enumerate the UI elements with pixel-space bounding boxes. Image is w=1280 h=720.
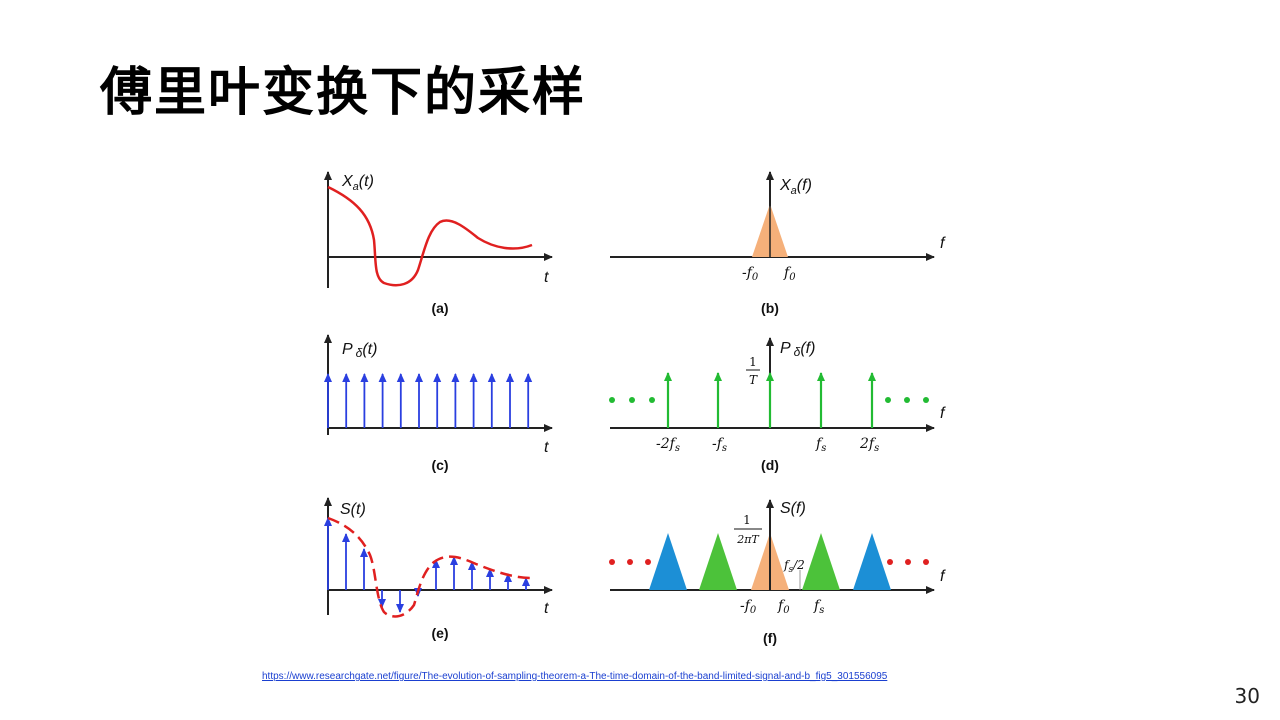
panel-e: S(t) t (e) bbox=[324, 497, 553, 641]
ellipsis-dot bbox=[885, 397, 891, 403]
panel-b-tick-neg-f0: -f0 bbox=[742, 265, 759, 283]
panel-d-caption: (d) bbox=[761, 457, 779, 473]
panel-f-tick-f0: f0 bbox=[777, 598, 790, 616]
ellipsis-dot bbox=[905, 559, 911, 565]
panel-a: Xa(t) t (a) bbox=[324, 171, 553, 316]
panel-b-caption: (b) bbox=[761, 300, 779, 316]
panel-a-ylabel: Xa(t) bbox=[341, 173, 374, 193]
panel-b: Xa(f) f -f0 f0 (b) bbox=[610, 171, 946, 316]
slide-title: 傅里叶变换下的采样 bbox=[100, 62, 587, 123]
panel-a-xlabel: t bbox=[544, 269, 549, 286]
panel-f: S(f) 1 2πT fs/2 f -f0 f0 fs (f) bbox=[609, 499, 946, 646]
panel-d-frac-num: 1 bbox=[749, 355, 757, 369]
sampled-impulses bbox=[324, 517, 530, 613]
ellipsis-dot bbox=[649, 397, 655, 403]
spectrum-replica bbox=[802, 533, 840, 590]
panel-d-tick-label: fs bbox=[815, 436, 826, 454]
panel-d-xlabel: f bbox=[940, 405, 946, 422]
time-impulse-train bbox=[324, 373, 533, 428]
panel-f-xlabel: f bbox=[940, 568, 946, 585]
panel-d-frac-den: T bbox=[749, 373, 758, 387]
ellipsis-dot bbox=[629, 397, 635, 403]
panel-e-caption: (e) bbox=[431, 625, 448, 641]
ellipsis-dot bbox=[645, 559, 651, 565]
signal-curve bbox=[327, 185, 533, 287]
ellipsis-dot bbox=[923, 559, 929, 565]
freq-impulse-train bbox=[664, 372, 876, 428]
ellipsis-dot bbox=[923, 397, 929, 403]
panel-d-tick-labels: -2fs -fs fs 2fs bbox=[656, 436, 879, 454]
ellipsis-dot bbox=[904, 397, 910, 403]
panel-b-xlabel: f bbox=[940, 235, 946, 252]
panel-a-caption: (a) bbox=[431, 300, 448, 316]
ellipsis-dot bbox=[609, 559, 615, 565]
panel-b-ylabel: Xa(f) bbox=[779, 177, 812, 197]
sampling-figure-svg: Xa(t) t (a) Xa(f) f -f0 f0 (b) bbox=[324, 171, 946, 646]
sampling-figure: Xa(t) t (a) Xa(f) f -f0 f0 (b) bbox=[300, 160, 960, 660]
panel-f-frac-den: 2πT bbox=[736, 533, 760, 546]
panel-e-ylabel: S(t) bbox=[340, 501, 366, 518]
panel-d-tick-label: -2fs bbox=[656, 436, 680, 454]
panel-c-caption: (c) bbox=[431, 457, 448, 473]
panel-f-tick-fs: fs bbox=[813, 598, 824, 616]
panel-e-xlabel: t bbox=[544, 600, 549, 617]
panel-d-tick-label: 2fs bbox=[859, 436, 879, 454]
freq-impulse-ellipsis bbox=[609, 397, 929, 403]
panel-f-tick-neg-f0: -f0 bbox=[740, 598, 757, 616]
panel-d-tick-label: -fs bbox=[712, 436, 727, 454]
page-number: 30 bbox=[1234, 684, 1260, 708]
ellipsis-dot bbox=[609, 397, 615, 403]
spectrum-replica bbox=[699, 533, 737, 590]
spectrum-ellipsis bbox=[609, 559, 929, 565]
replicated-spectra bbox=[649, 533, 891, 590]
panel-c-xlabel: t bbox=[544, 439, 549, 456]
panel-f-ylabel: S(f) bbox=[780, 500, 806, 517]
panel-b-tick-f0: f0 bbox=[783, 265, 796, 283]
panel-f-half-label: fs/2 bbox=[783, 558, 805, 575]
panel-f-frac-num: 1 bbox=[743, 513, 751, 527]
source-link[interactable]: https://www.researchgate.net/figure/The-… bbox=[262, 671, 888, 682]
panel-f-caption: (f) bbox=[763, 630, 777, 646]
sampled-signal-envelope bbox=[327, 516, 533, 618]
ellipsis-dot bbox=[627, 559, 633, 565]
ellipsis-dot bbox=[887, 559, 893, 565]
spectrum-replica bbox=[853, 533, 891, 590]
spectrum-replica bbox=[649, 533, 687, 590]
